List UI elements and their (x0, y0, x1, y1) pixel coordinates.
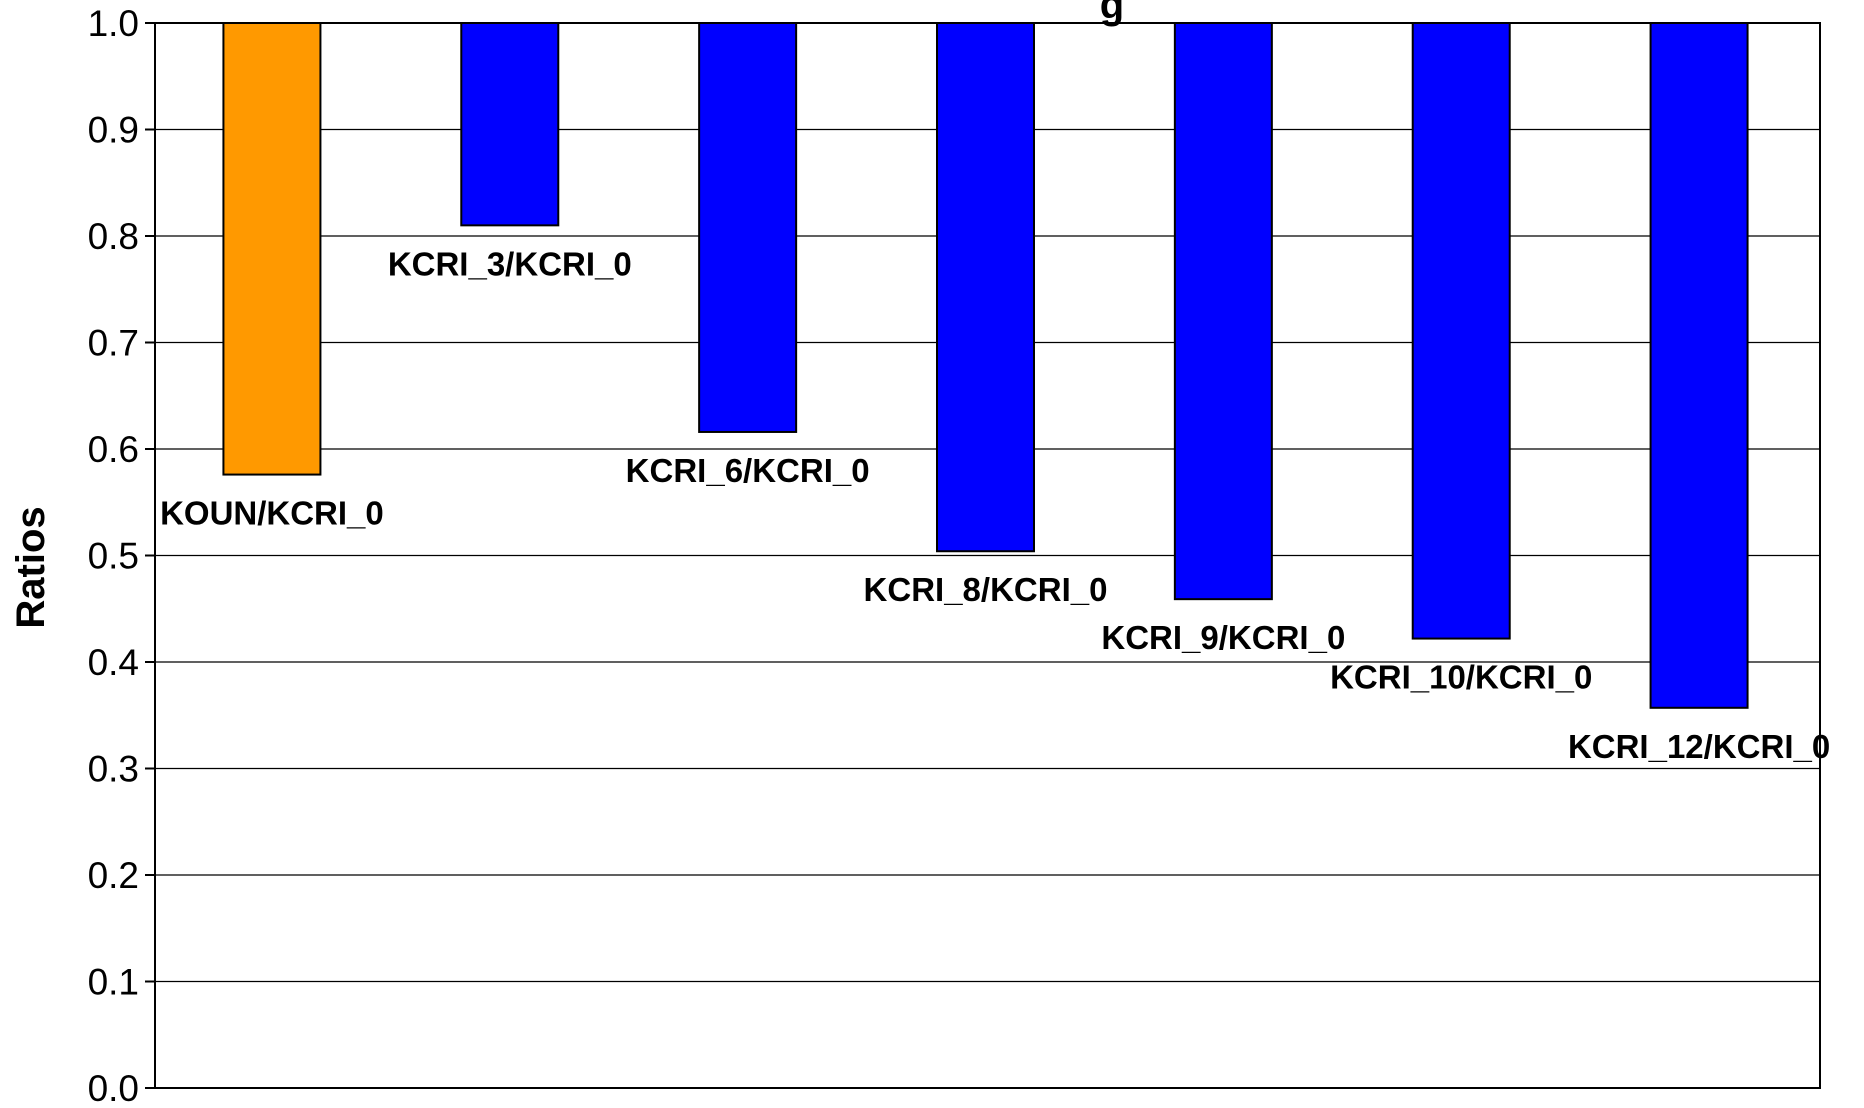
bar (1649, 22, 1749, 709)
y-tick-label: 0.8 (88, 216, 139, 257)
bar-category-label: KCRI_12/KCRI_0 (1568, 728, 1830, 765)
y-tick-label: 0.9 (88, 110, 139, 151)
bar-category-label: KOUN/KCRI_0 (160, 495, 384, 532)
bar-category-label: KCRI_10/KCRI_0 (1330, 659, 1592, 696)
bars (222, 22, 1749, 709)
y-tick-label: 0.0 (88, 1068, 139, 1103)
bar-labels: KOUN/KCRI_0 KCRI_3/KCRI_0 KCRI_6/KCRI_0 KCR… (160, 245, 1830, 764)
bar (698, 22, 798, 433)
y-tick-label: 0.6 (88, 429, 139, 470)
y-axis-title: Ratios (9, 506, 53, 628)
bar (1411, 22, 1511, 640)
bar-category-label: KCRI_8/KCRI_0 (864, 571, 1108, 608)
y-tick-label: 0.7 (88, 323, 139, 364)
y-tick-label: 0.4 (88, 642, 139, 683)
y-axis-ticks: 0.0 0.1 0.2 0.3 0.4 0.5 0.6 0.7 0.8 0.9 1.0 (88, 3, 155, 1108)
y-tick-label: 0.1 (88, 962, 139, 1003)
bar (936, 22, 1035, 553)
bar (222, 22, 322, 476)
y-tick-label: 0.3 (88, 749, 139, 790)
bar-category-label: KCRI_6/KCRI_0 (626, 452, 870, 489)
bar (460, 22, 560, 227)
y-tick-label: 0.5 (88, 536, 139, 577)
y-tick-label: 0.2 (88, 855, 139, 896)
y-tick-label: 1.0 (88, 3, 139, 44)
bar-category-label: KCRI_3/KCRI_0 (388, 245, 632, 282)
bar (1173, 22, 1273, 601)
bar-category-label: KCRI_9/KCRI_0 (1101, 619, 1345, 656)
